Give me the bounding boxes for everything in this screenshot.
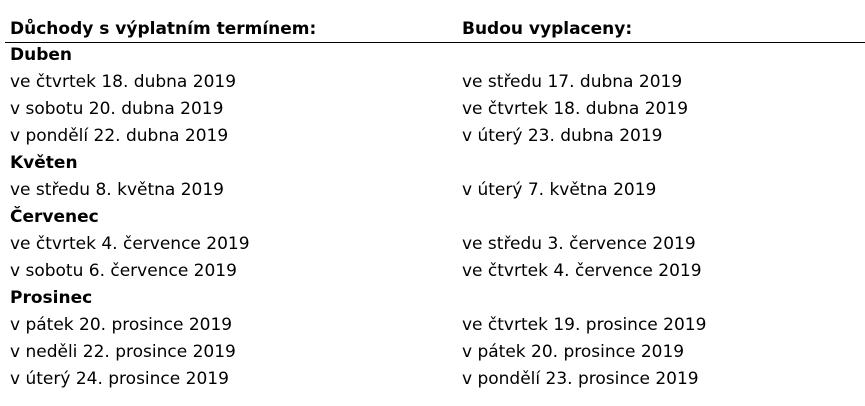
original-date: ve čtvrtek 18. dubna 2019 bbox=[10, 72, 237, 92]
table-row: v pondělí 22. dubna 2019 v úterý 23. dubn… bbox=[0, 126, 865, 153]
table-row: ve čtvrtek 4. července 2019 ve středu 3. … bbox=[0, 234, 865, 261]
month-heading: Květen bbox=[0, 153, 865, 180]
original-date: v pátek 20. prosince 2019 bbox=[10, 315, 233, 335]
payout-date: ve čtvrtek 19. prosince 2019 bbox=[462, 315, 707, 335]
original-date: v sobotu 20. dubna 2019 bbox=[10, 99, 224, 119]
payout-date: v pátek 20. prosince 2019 bbox=[462, 342, 685, 362]
header-col-payout-date: Budou vyplaceny: bbox=[462, 19, 633, 39]
original-date: v úterý 24. prosince 2019 bbox=[10, 369, 229, 389]
header-divider bbox=[5, 42, 865, 43]
original-date: v neděli 22. prosince 2019 bbox=[10, 342, 236, 362]
table-row: v úterý 24. prosince 2019 v pondělí 23. p… bbox=[0, 369, 865, 396]
original-date: v pondělí 22. dubna 2019 bbox=[10, 126, 229, 146]
payout-date: ve středu 3. července 2019 bbox=[462, 234, 696, 254]
table-header: Důchody s výplatním termínem: Budou vypl… bbox=[0, 19, 865, 46]
table-row: ve středu 8. května 2019 v úterý 7. květn… bbox=[0, 180, 865, 207]
table-row: ve čtvrtek 18. dubna 2019 ve středu 17. d… bbox=[0, 72, 865, 99]
month-label: Duben bbox=[10, 45, 73, 65]
month-heading: Prosinec bbox=[0, 288, 865, 315]
payout-date: v pondělí 23. prosince 2019 bbox=[462, 369, 699, 389]
table-row: v pátek 20. prosince 2019 ve čtvrtek 19. … bbox=[0, 315, 865, 342]
month-label: Květen bbox=[10, 153, 78, 173]
table-row: v sobotu 6. července 2019 ve čtvrtek 4. č… bbox=[0, 261, 865, 288]
original-date: v sobotu 6. července 2019 bbox=[10, 261, 237, 281]
month-label: Prosinec bbox=[10, 288, 93, 308]
payout-date: ve středu 17. dubna 2019 bbox=[462, 72, 683, 92]
original-date: ve čtvrtek 4. července 2019 bbox=[10, 234, 250, 254]
table-row: v neděli 22. prosince 2019 v pátek 20. pr… bbox=[0, 342, 865, 369]
header-col-original-date: Důchody s výplatním termínem: bbox=[10, 19, 317, 39]
payout-date: ve čtvrtek 18. dubna 2019 bbox=[462, 99, 689, 119]
original-date: ve středu 8. května 2019 bbox=[10, 180, 225, 200]
payout-date: ve čtvrtek 4. července 2019 bbox=[462, 261, 702, 281]
month-label: Červenec bbox=[10, 207, 99, 227]
payout-date: v úterý 7. května 2019 bbox=[462, 180, 657, 200]
payout-date: v úterý 23. dubna 2019 bbox=[462, 126, 663, 146]
month-heading: Duben bbox=[0, 45, 865, 72]
month-heading: Červenec bbox=[0, 207, 865, 234]
table-row: v sobotu 20. dubna 2019 ve čtvrtek 18. du… bbox=[0, 99, 865, 126]
